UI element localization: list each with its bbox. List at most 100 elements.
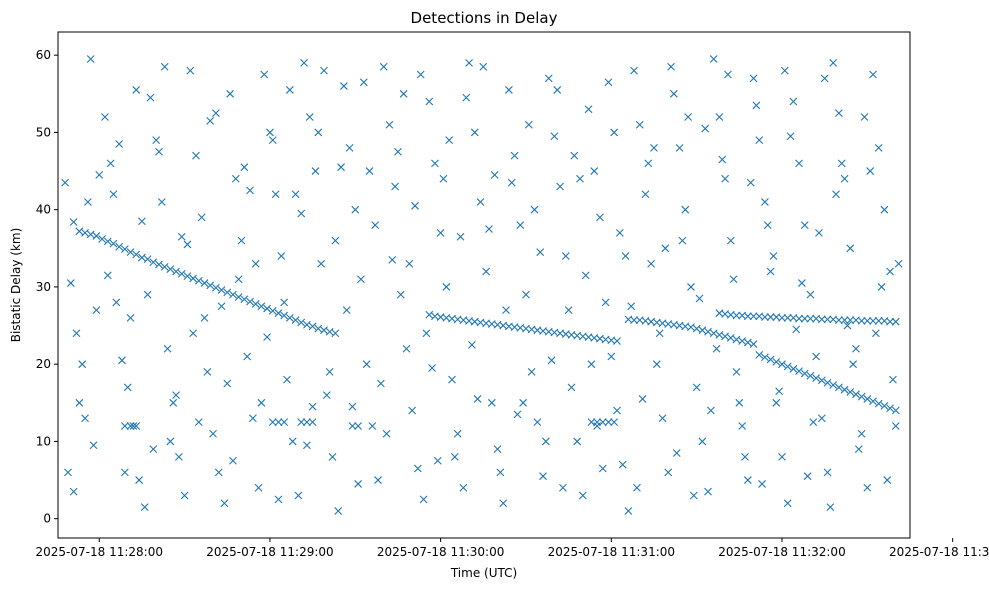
data-point bbox=[320, 66, 328, 75]
data-point bbox=[678, 236, 687, 245]
y-tick-label: 50 bbox=[36, 125, 51, 139]
data-point bbox=[157, 198, 166, 206]
data-point bbox=[806, 314, 815, 323]
data-point bbox=[598, 464, 607, 473]
data-point bbox=[630, 66, 638, 75]
data-point bbox=[425, 310, 434, 319]
data-point bbox=[704, 327, 712, 336]
data-point bbox=[743, 312, 752, 321]
data-point bbox=[246, 297, 254, 306]
data-point bbox=[661, 244, 670, 253]
data-point bbox=[576, 174, 584, 183]
data-point bbox=[789, 364, 798, 373]
data-point bbox=[513, 410, 522, 419]
data-point bbox=[769, 252, 778, 260]
x-tick-label: 2025-07-18 11:31:00 bbox=[548, 545, 675, 559]
data-point bbox=[305, 113, 314, 121]
data-point bbox=[755, 136, 764, 145]
data-point bbox=[382, 429, 391, 438]
data-point bbox=[846, 244, 855, 253]
data-point bbox=[86, 55, 95, 63]
data-point bbox=[283, 375, 291, 384]
data-point bbox=[874, 399, 883, 408]
data-point bbox=[411, 201, 419, 210]
data-point bbox=[800, 221, 809, 230]
data-point bbox=[357, 275, 365, 284]
data-point bbox=[140, 503, 149, 511]
data-point bbox=[203, 368, 212, 376]
data-point bbox=[667, 62, 675, 71]
data-point bbox=[183, 272, 192, 281]
y-axis-label: Bistatic Delay (km) bbox=[9, 228, 23, 343]
data-point bbox=[817, 414, 826, 423]
x-tick-label: 2025-07-18 11:30:00 bbox=[377, 545, 504, 559]
data-point bbox=[428, 364, 436, 372]
data-point bbox=[106, 159, 115, 168]
data-point bbox=[268, 136, 277, 145]
data-point bbox=[547, 356, 556, 365]
data-point bbox=[800, 369, 809, 378]
data-point bbox=[684, 113, 692, 121]
data-point bbox=[64, 468, 72, 477]
data-point bbox=[297, 209, 306, 218]
data-point bbox=[721, 332, 729, 341]
data-point bbox=[778, 360, 786, 369]
data-point bbox=[274, 309, 283, 318]
data-point bbox=[92, 232, 101, 240]
data-point bbox=[874, 317, 883, 325]
data-point bbox=[741, 452, 749, 461]
data-point bbox=[795, 314, 803, 323]
data-point bbox=[206, 281, 215, 290]
data-point bbox=[297, 418, 306, 427]
data-point bbox=[627, 302, 636, 311]
data-point bbox=[709, 329, 718, 338]
data-point bbox=[732, 311, 741, 320]
data-point bbox=[559, 483, 567, 492]
data-point bbox=[553, 86, 562, 94]
data-point bbox=[425, 97, 434, 106]
data-point bbox=[578, 491, 587, 500]
data-point bbox=[351, 205, 360, 214]
data-point bbox=[399, 89, 408, 98]
data-point bbox=[763, 221, 772, 230]
data-point bbox=[584, 105, 593, 114]
data-point bbox=[533, 418, 542, 427]
data-point bbox=[869, 397, 877, 406]
data-point bbox=[194, 276, 203, 285]
data-point bbox=[160, 262, 169, 271]
data-point bbox=[692, 324, 701, 333]
data-point bbox=[815, 228, 823, 237]
data-point bbox=[78, 360, 87, 369]
data-point bbox=[211, 109, 220, 118]
data-point bbox=[81, 414, 89, 423]
data-point bbox=[206, 116, 215, 125]
data-point bbox=[891, 317, 900, 326]
data-point bbox=[98, 235, 106, 243]
data-point bbox=[817, 376, 826, 385]
data-point bbox=[231, 174, 240, 183]
data-point bbox=[863, 395, 872, 403]
data-point bbox=[698, 437, 707, 446]
data-point bbox=[291, 190, 300, 199]
data-point bbox=[601, 298, 610, 307]
data-point bbox=[314, 128, 323, 137]
data-point bbox=[450, 452, 459, 461]
data-point bbox=[726, 334, 735, 342]
data-point bbox=[396, 290, 405, 299]
data-point bbox=[687, 323, 695, 331]
data-point bbox=[524, 120, 533, 129]
data-point bbox=[886, 404, 894, 413]
data-point bbox=[69, 487, 78, 496]
data-point bbox=[823, 315, 832, 324]
data-point bbox=[743, 338, 752, 347]
data-point bbox=[834, 316, 843, 325]
data-point bbox=[229, 290, 237, 299]
data-point bbox=[268, 418, 277, 427]
data-point bbox=[243, 352, 252, 361]
data-point bbox=[317, 259, 326, 268]
data-point bbox=[539, 472, 547, 481]
data-point bbox=[749, 312, 758, 321]
data-point bbox=[163, 344, 172, 353]
data-point bbox=[860, 113, 869, 121]
data-point bbox=[880, 205, 889, 214]
